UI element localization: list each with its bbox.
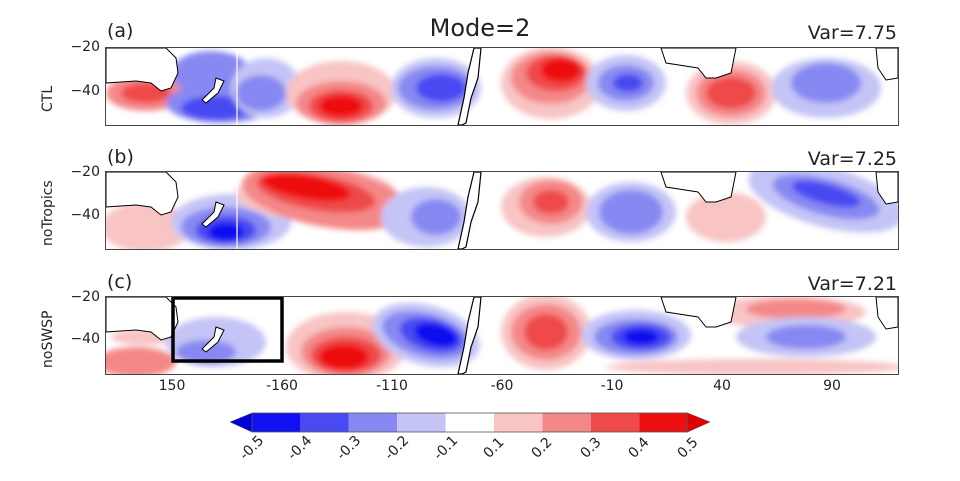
xtick: -160 <box>266 378 298 394</box>
xtick: -60 <box>490 378 514 394</box>
panel-c-label: (c) <box>107 271 133 293</box>
ytick: −20 <box>70 289 100 305</box>
xtick: 90 <box>823 378 841 394</box>
panel-a-variance: Var=7.75 <box>807 22 897 44</box>
panel-c-map <box>105 296 899 375</box>
xtick: -110 <box>376 378 408 394</box>
xtick: -10 <box>600 378 624 394</box>
panel-a-map <box>105 47 899 126</box>
colorbar <box>229 412 750 438</box>
figure-title: Mode=2 <box>429 14 531 42</box>
panel-b-label: (b) <box>107 146 134 168</box>
panel-c-variance: Var=7.21 <box>807 273 897 295</box>
panel-b-variance: Var=7.25 <box>807 148 897 170</box>
panel-b-map <box>105 171 899 250</box>
xtick: 40 <box>713 378 731 394</box>
ytick: −40 <box>70 331 100 347</box>
ytick: −40 <box>70 83 100 99</box>
ytick: −20 <box>70 164 100 180</box>
ytick: −20 <box>70 39 100 55</box>
panel-a-label: (a) <box>107 20 134 42</box>
swsp-region-box <box>171 297 284 363</box>
ytick: −40 <box>70 207 100 223</box>
xtick: 150 <box>158 378 186 394</box>
